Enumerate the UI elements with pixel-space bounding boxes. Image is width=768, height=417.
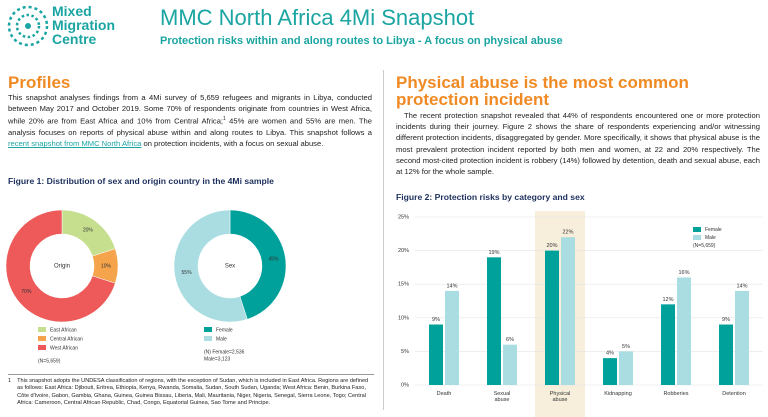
text: This snapshot analyses findings from a 4… bbox=[8, 93, 372, 126]
pie-segment bbox=[5, 209, 116, 323]
data-label: 9% bbox=[432, 317, 440, 323]
bar bbox=[677, 277, 691, 385]
chart-note: Male=3,123 bbox=[204, 356, 230, 362]
x-tick-label: Robberies bbox=[663, 391, 688, 397]
logo-icon bbox=[7, 5, 49, 47]
y-tick-label: 15% bbox=[398, 282, 409, 288]
data-label: 12% bbox=[662, 297, 673, 303]
y-tick-label: 0% bbox=[401, 382, 409, 388]
center-label: Origin bbox=[54, 264, 70, 270]
data-label: 14% bbox=[446, 283, 457, 289]
x-tick-label: Death bbox=[437, 391, 452, 397]
chart-note: (N=5,659) bbox=[38, 358, 61, 364]
abuse-text: The recent protection snapshot revealed … bbox=[396, 111, 760, 177]
bar bbox=[445, 290, 459, 385]
y-tick-label: 10% bbox=[398, 315, 409, 321]
chart-note: (N) Female=2,536 bbox=[204, 349, 245, 355]
logo-line: Mixed bbox=[52, 3, 92, 19]
legend-swatch bbox=[38, 327, 46, 332]
page-subtitle: Protection risks within and along routes… bbox=[160, 35, 563, 47]
legend-swatch bbox=[38, 345, 46, 350]
legend-label: Female bbox=[216, 327, 233, 333]
bar bbox=[619, 351, 633, 385]
data-label: 6% bbox=[506, 337, 514, 343]
logo-line: Migration bbox=[52, 17, 115, 33]
data-label: 9% bbox=[722, 317, 730, 323]
bar bbox=[487, 257, 501, 385]
data-label: 16% bbox=[678, 270, 689, 276]
bar bbox=[735, 290, 749, 385]
legend-label: Male bbox=[705, 235, 716, 241]
x-tick-label: Kidnapping bbox=[604, 391, 632, 397]
legend-label: East African bbox=[50, 327, 77, 333]
highlight-band bbox=[535, 211, 585, 417]
section-heading: Physical abuse is the most common protec… bbox=[396, 73, 689, 109]
legend-label: Central African bbox=[50, 336, 83, 342]
legend-label: Male bbox=[216, 336, 227, 342]
data-label: 70% bbox=[21, 289, 32, 295]
legend-label: West African bbox=[50, 345, 78, 351]
text: 45% are women and 55% are men. The analy… bbox=[8, 116, 372, 138]
data-label: 55% bbox=[182, 270, 193, 276]
x-tick-label: Sexual abuse bbox=[494, 391, 511, 403]
y-tick-label: 25% bbox=[398, 214, 409, 220]
chart-note: (N=5,659) bbox=[693, 243, 716, 249]
section-heading: Profiles bbox=[8, 73, 71, 92]
data-label: 10% bbox=[101, 263, 112, 269]
data-label: 5% bbox=[622, 344, 630, 350]
footnote-text: This snapshot adopts the UNDESA classifi… bbox=[17, 378, 369, 407]
y-tick-label: 5% bbox=[401, 349, 409, 355]
figure-title: Figure 1: Distribution of sex and origin… bbox=[8, 176, 274, 186]
column-divider bbox=[383, 70, 384, 410]
logo-text: Mixed Migration Centre bbox=[52, 4, 115, 46]
data-label: 4% bbox=[606, 351, 614, 357]
data-label: 19% bbox=[488, 250, 499, 256]
bar bbox=[429, 324, 443, 385]
page-title: MMC North Africa 4Mi Snapshot bbox=[160, 5, 475, 30]
figure-2: 0% 5% 10% 15% 20% 25% 9% 14% Death 19% 6% Sexual abu… bbox=[398, 211, 763, 417]
figure-title: Figure 2: Protection risks by category a… bbox=[396, 192, 585, 202]
bar bbox=[561, 237, 575, 385]
footnote: 1 This snapshot adopts the UNDESA classi… bbox=[8, 378, 374, 408]
center-label: Sex bbox=[225, 264, 235, 270]
data-label: 22% bbox=[562, 230, 573, 236]
footnote-number: 1 bbox=[8, 378, 12, 384]
bar bbox=[661, 304, 675, 385]
pie-segment bbox=[229, 209, 287, 320]
legend-swatch bbox=[38, 336, 46, 341]
profiles-text: This snapshot analyses findings from a 4… bbox=[8, 92, 372, 150]
x-tick-label: Detention bbox=[722, 391, 746, 397]
y-tick-label: 20% bbox=[398, 248, 409, 254]
data-label: 45% bbox=[268, 256, 279, 262]
data-label: 14% bbox=[736, 283, 747, 289]
data-label: 20% bbox=[83, 228, 94, 234]
legend-label: Female bbox=[705, 227, 722, 233]
footnote-rule bbox=[8, 374, 374, 375]
bar bbox=[545, 250, 559, 385]
link[interactable]: recent snapshot from MMC North Africa bbox=[8, 139, 142, 149]
legend-swatch bbox=[204, 327, 212, 332]
text: on protection incidents, with a focus on… bbox=[141, 139, 324, 149]
footnote-ref: 1 bbox=[223, 116, 226, 123]
data-label: 20% bbox=[546, 243, 557, 249]
legend-swatch bbox=[204, 336, 212, 341]
bar bbox=[503, 344, 517, 385]
bar bbox=[719, 324, 733, 385]
pie-segment bbox=[173, 209, 248, 323]
legend-swatch bbox=[693, 227, 701, 232]
x-tick-label: Physical abuse bbox=[550, 391, 570, 403]
logo-line: Centre bbox=[52, 31, 97, 47]
legend-swatch bbox=[693, 235, 701, 240]
figure-1: 20% East African 10% Central African 70% West… bbox=[5, 209, 287, 364]
bar bbox=[603, 358, 617, 385]
